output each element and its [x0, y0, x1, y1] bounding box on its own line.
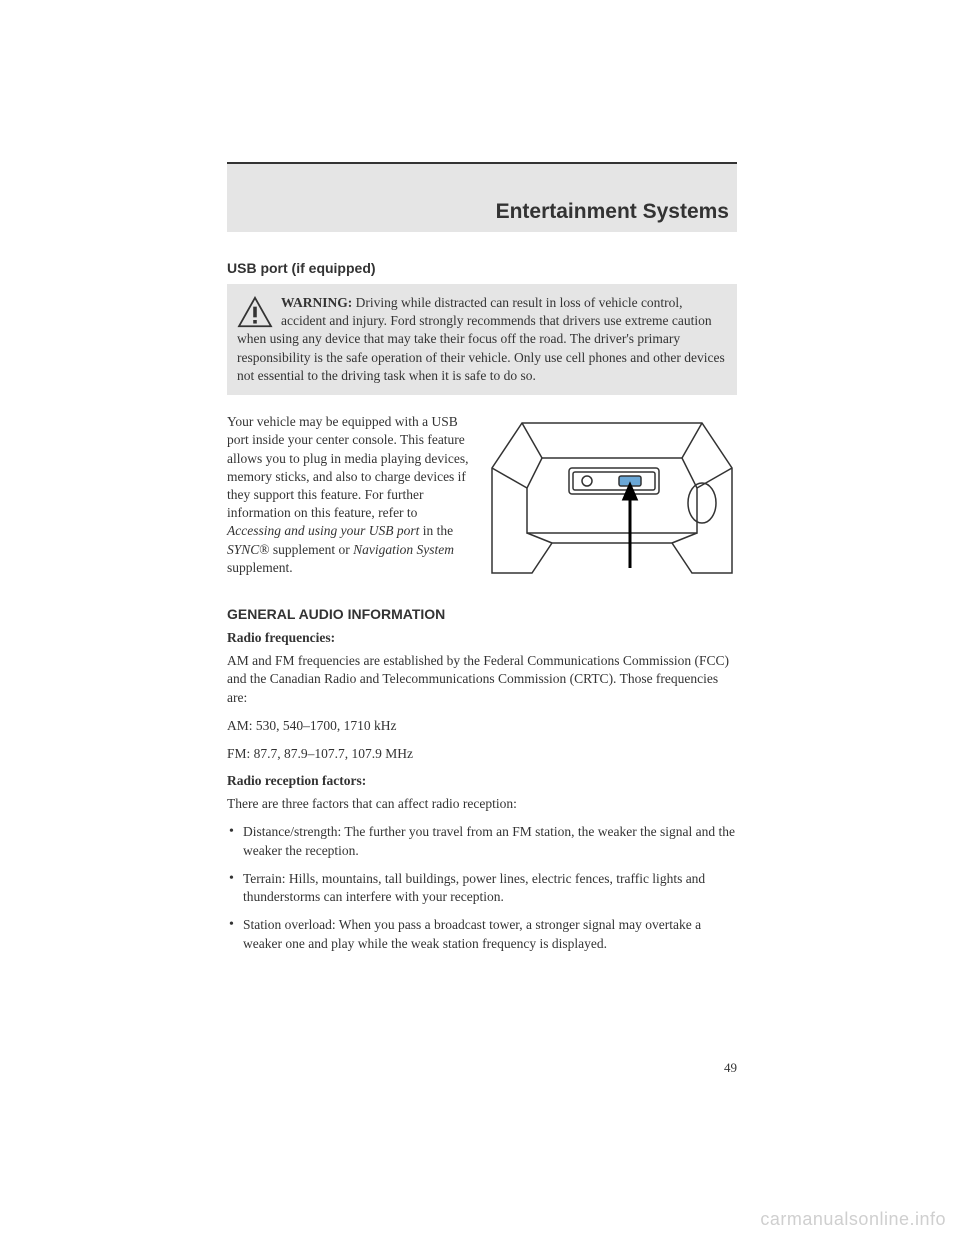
usb-body-mid2: supplement or: [270, 542, 354, 557]
usb-body-ital2: SYNC: [227, 542, 259, 557]
reception-intro: There are three factors that can affect …: [227, 795, 737, 813]
list-item: Terrain: Hills, mountains, tall building…: [227, 870, 737, 906]
usb-illustration: [487, 413, 737, 588]
chapter-title: Entertainment Systems: [496, 200, 729, 224]
usb-description-row: Your vehicle may be equipped with a USB …: [227, 413, 737, 588]
page-content: USB port (if equipped) WARNING: Driving …: [227, 260, 737, 963]
warning-box: WARNING: Driving while distracted can re…: [227, 284, 737, 395]
usb-body-ital1: Accessing and using your USB port: [227, 523, 419, 538]
reception-heading: Radio reception factors:: [227, 773, 737, 789]
usb-description: Your vehicle may be equipped with a USB …: [227, 413, 473, 588]
usb-body-ital3: Navigation System: [353, 542, 454, 557]
usb-heading: USB port (if equipped): [227, 260, 737, 276]
freq-fm: FM: 87.7, 87.9–107.7, 107.9 MHz: [227, 745, 737, 763]
reception-bullets: Distance/strength: The further you trave…: [227, 823, 737, 952]
warning-label: WARNING:: [281, 295, 352, 310]
audio-heading: GENERAL AUDIO INFORMATION: [227, 606, 737, 622]
page-number: 49: [724, 1060, 737, 1076]
watermark: carmanualsonline.info: [760, 1209, 946, 1230]
chapter-header: Entertainment Systems: [227, 162, 737, 232]
usb-body-mid1: in the: [419, 523, 453, 538]
freq-am: AM: 530, 540–1700, 1710 kHz: [227, 717, 737, 735]
list-item: Station overload: When you pass a broadc…: [227, 916, 737, 952]
freq-body: AM and FM frequencies are established by…: [227, 652, 737, 707]
list-item: Distance/strength: The further you trave…: [227, 823, 737, 859]
usb-body-pre: Your vehicle may be equipped with a USB …: [227, 414, 468, 520]
freq-heading: Radio frequencies:: [227, 630, 737, 646]
usb-body-end: supplement.: [227, 560, 293, 575]
warning-icon: [237, 296, 273, 328]
usb-body-reg: ®: [259, 542, 269, 557]
